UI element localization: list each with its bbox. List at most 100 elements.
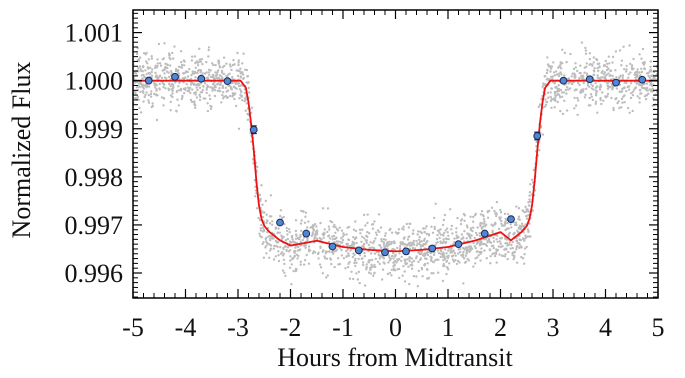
raw-point <box>369 252 373 255</box>
raw-point <box>453 237 456 240</box>
raw-point <box>445 272 448 276</box>
raw-point <box>383 234 387 237</box>
raw-point <box>497 245 500 248</box>
binned-point <box>302 229 311 238</box>
raw-point <box>170 82 174 86</box>
x-tick-label: 5 <box>652 313 665 342</box>
raw-point <box>598 62 601 65</box>
raw-point <box>340 248 343 252</box>
raw-point <box>511 240 514 244</box>
raw-point <box>364 284 367 287</box>
raw-point <box>643 95 647 98</box>
raw-point <box>472 220 475 223</box>
raw-point <box>228 63 232 66</box>
raw-point <box>406 238 410 241</box>
raw-point <box>511 254 514 257</box>
raw-point <box>420 252 423 255</box>
raw-point <box>279 214 282 218</box>
raw-point <box>441 223 445 227</box>
raw-point <box>515 245 518 249</box>
raw-point <box>149 95 153 98</box>
raw-point <box>446 266 449 269</box>
raw-point <box>631 94 635 97</box>
raw-point <box>649 65 652 69</box>
raw-point <box>254 195 257 198</box>
raw-point <box>437 271 440 274</box>
raw-point <box>216 82 220 86</box>
raw-point <box>634 71 638 74</box>
raw-point <box>295 253 298 256</box>
raw-point <box>512 251 515 254</box>
raw-point <box>212 86 215 90</box>
raw-point <box>161 69 164 72</box>
raw-point <box>241 99 244 102</box>
raw-point <box>400 255 403 258</box>
raw-point <box>623 68 626 71</box>
raw-point <box>599 83 602 87</box>
raw-point <box>436 233 439 237</box>
raw-point <box>643 82 646 86</box>
raw-point <box>578 76 581 80</box>
raw-point <box>162 96 166 100</box>
raw-point <box>217 76 220 80</box>
raw-point <box>442 258 445 262</box>
raw-point <box>495 261 498 264</box>
raw-point <box>453 252 457 255</box>
raw-point <box>384 238 387 241</box>
raw-point <box>239 93 242 97</box>
raw-point <box>434 202 437 205</box>
raw-point <box>415 239 418 243</box>
raw-point <box>442 264 445 268</box>
raw-point <box>559 63 562 66</box>
raw-point <box>560 95 564 99</box>
raw-point <box>386 241 389 244</box>
raw-point <box>155 118 159 122</box>
raw-point <box>506 257 509 261</box>
raw-point <box>567 88 570 91</box>
raw-point <box>609 74 612 77</box>
raw-point <box>142 84 146 87</box>
raw-point <box>563 99 566 103</box>
raw-point <box>528 198 531 201</box>
raw-point <box>366 230 369 234</box>
raw-point <box>368 232 371 235</box>
raw-point <box>189 98 193 102</box>
raw-point <box>373 263 376 267</box>
raw-point <box>513 231 516 235</box>
raw-point <box>270 235 274 238</box>
raw-point <box>167 75 171 79</box>
raw-point <box>455 231 458 234</box>
raw-point <box>464 260 468 263</box>
raw-point <box>604 74 607 78</box>
raw-point <box>552 61 555 64</box>
raw-point <box>442 262 445 266</box>
raw-point <box>437 252 441 255</box>
raw-point <box>313 233 317 236</box>
raw-point <box>443 213 447 217</box>
raw-point <box>617 100 620 103</box>
raw-point <box>181 94 184 98</box>
raw-point <box>627 73 630 76</box>
raw-point <box>620 106 623 109</box>
raw-point <box>623 81 626 84</box>
raw-point <box>188 86 192 90</box>
raw-point <box>447 234 450 237</box>
raw-point <box>432 272 435 275</box>
raw-point <box>209 107 213 111</box>
raw-point <box>563 74 566 77</box>
raw-point <box>557 93 560 96</box>
raw-point <box>319 266 323 269</box>
raw-point <box>240 95 243 98</box>
raw-point <box>436 249 440 252</box>
raw-point <box>171 89 174 93</box>
raw-point <box>220 75 223 78</box>
raw-point <box>542 83 545 87</box>
raw-point <box>573 76 577 79</box>
raw-point <box>158 75 161 78</box>
raw-point <box>570 82 573 86</box>
raw-point <box>458 261 461 264</box>
raw-point <box>205 88 208 91</box>
raw-point <box>510 243 513 247</box>
raw-point <box>137 98 140 102</box>
raw-point <box>347 238 350 241</box>
